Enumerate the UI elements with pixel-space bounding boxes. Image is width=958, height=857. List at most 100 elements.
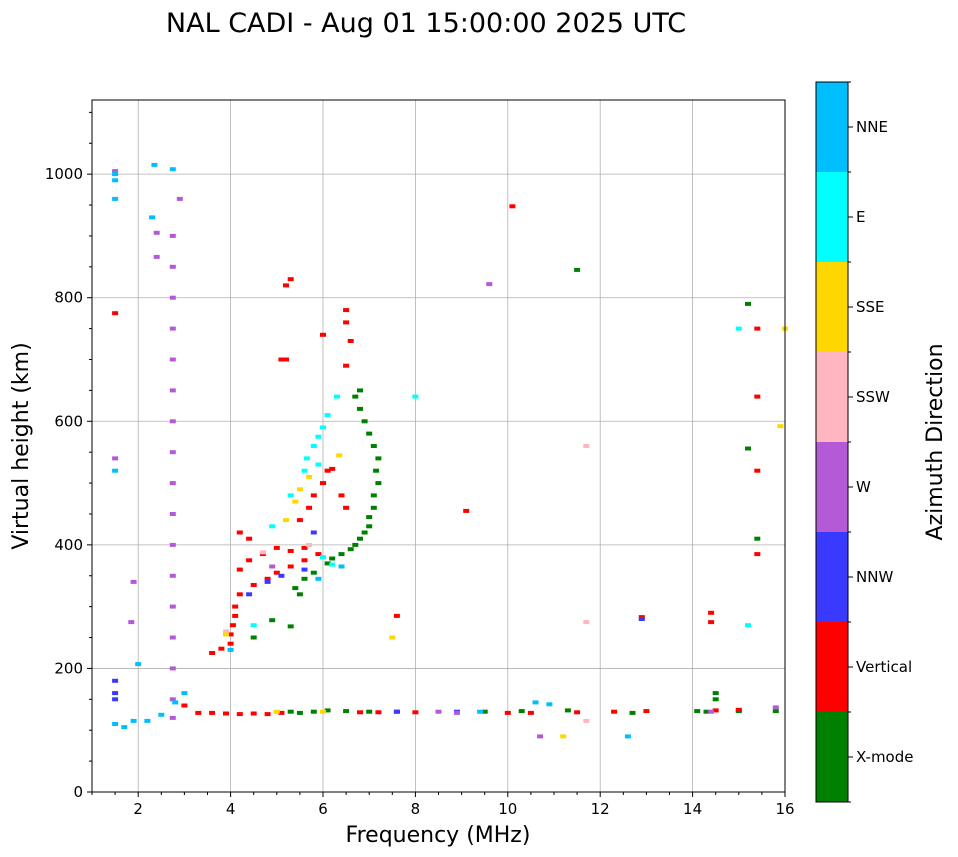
data-point-x-mode <box>629 710 636 715</box>
colorbar-tick-label: NNW <box>856 568 893 586</box>
data-point-nne <box>338 564 345 569</box>
y-tick-label: 800 <box>54 289 83 307</box>
data-point-w <box>537 734 544 739</box>
x-tick-label: 2 <box>133 800 143 818</box>
data-point-nnw <box>310 530 317 535</box>
data-point-w <box>169 481 176 486</box>
data-point-w <box>169 357 176 362</box>
data-point-e <box>745 623 751 628</box>
data-point-vertical <box>278 357 285 362</box>
data-point-vertical <box>347 339 354 343</box>
data-point-w <box>169 697 176 702</box>
data-point-vertical <box>112 311 119 316</box>
data-point-vertical <box>236 530 243 535</box>
colorbar-tick-label: NNE <box>856 118 888 136</box>
data-point-w <box>169 388 176 393</box>
plot-frame <box>91 99 786 793</box>
data-point-vertical <box>296 518 303 523</box>
data-point-e <box>320 425 326 430</box>
data-point-x-mode <box>329 556 336 561</box>
data-point-nne <box>532 700 539 705</box>
y-tick-label: 0 <box>73 783 83 801</box>
data-point-x-mode <box>338 552 345 557</box>
data-point-x-mode <box>357 388 363 393</box>
data-point-vertical <box>343 320 350 325</box>
data-point-vertical <box>218 646 225 651</box>
data-point-nnw <box>264 579 271 584</box>
data-point-vertical <box>509 204 516 209</box>
data-point-nne <box>112 196 119 201</box>
data-point-w <box>130 579 137 584</box>
colorbar-segment-sse <box>816 262 848 352</box>
data-point-vertical <box>357 710 363 715</box>
y-axis-ticks: 0 200 400 600 800 1000 <box>45 111 92 801</box>
data-point-vertical <box>343 505 350 510</box>
data-point-vertical <box>273 570 280 575</box>
data-point-vertical <box>643 709 650 714</box>
colorbar-tick-label: SSW <box>856 388 890 406</box>
data-point-vertical <box>527 710 534 715</box>
data-point-x-mode <box>703 709 710 714</box>
data-point-vertical <box>306 505 313 510</box>
data-point-w <box>128 620 135 625</box>
data-point-x-mode <box>357 406 363 411</box>
data-point-vertical <box>301 558 308 563</box>
data-point-x-mode <box>366 524 373 529</box>
data-point-w <box>454 710 460 715</box>
data-point-nne <box>135 662 142 667</box>
data-point-x-mode <box>310 709 317 714</box>
data-point-x-mode <box>310 570 317 575</box>
data-point-vertical <box>574 710 581 715</box>
data-point-vertical <box>287 277 294 282</box>
data-point-vertical <box>735 707 742 712</box>
data-point-vertical <box>301 545 308 550</box>
x-tick-label: 12 <box>591 800 610 818</box>
data-point-x-mode <box>564 708 571 713</box>
data-points <box>112 162 788 739</box>
data-point-w <box>169 326 176 331</box>
y-tick-label: 200 <box>54 659 83 677</box>
data-point-nnw <box>246 592 253 597</box>
data-point-w <box>169 233 176 238</box>
data-point-w <box>169 604 176 609</box>
data-point-x-mode <box>772 709 779 714</box>
data-point-nnw <box>393 709 400 714</box>
colorbar-frame <box>815 81 849 803</box>
data-point-w <box>169 715 176 720</box>
data-point-nnw <box>112 678 119 683</box>
data-point-x-mode <box>347 547 354 552</box>
data-point-vertical <box>283 357 289 362</box>
x-tick-label: 14 <box>683 800 702 818</box>
data-point-vertical <box>754 326 761 331</box>
x-tick-label: 16 <box>775 800 794 818</box>
data-point-e <box>303 456 310 461</box>
x-tick-label: 4 <box>226 800 236 818</box>
y-tick-label: 1000 <box>45 165 83 183</box>
data-point-sse <box>283 518 289 523</box>
colorbar-tick-label: E <box>856 208 865 226</box>
data-point-w <box>269 564 276 569</box>
data-point-x-mode <box>745 446 751 451</box>
data-point-nnw <box>112 697 119 702</box>
data-point-vertical <box>278 710 285 715</box>
data-point-x-mode <box>754 536 761 541</box>
data-point-e <box>250 623 257 628</box>
data-point-e <box>333 394 340 399</box>
data-point-w <box>169 542 176 547</box>
data-point-sse <box>389 635 396 640</box>
data-point-x-mode <box>373 468 380 473</box>
data-point-ssw <box>583 718 590 723</box>
data-point-ssw <box>583 444 590 448</box>
data-point-vertical <box>343 363 350 368</box>
data-point-x-mode <box>574 267 581 272</box>
data-point-x-mode <box>366 709 373 714</box>
data-point-w <box>486 282 493 287</box>
x-axis-ticks: 2 4 6 8 10 12 14 16 <box>91 792 795 818</box>
data-point-sse <box>560 734 567 739</box>
data-point-x-mode <box>287 624 294 629</box>
data-point-x-mode <box>287 709 294 714</box>
data-point-e <box>301 468 308 473</box>
data-point-vertical <box>227 632 234 637</box>
data-point-vertical <box>264 576 271 581</box>
data-point-sse <box>296 487 303 492</box>
